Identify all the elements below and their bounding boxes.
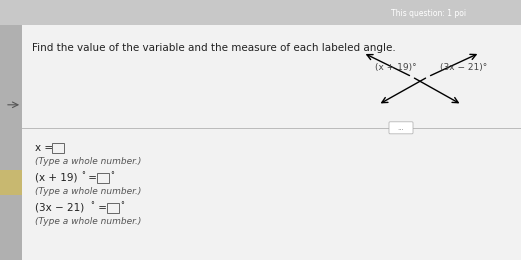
- Text: (Type a whole number.): (Type a whole number.): [35, 217, 141, 226]
- Text: Find the value of the variable and the measure of each labeled angle.: Find the value of the variable and the m…: [32, 43, 396, 53]
- Text: (x + 19)°: (x + 19)°: [375, 63, 417, 72]
- Bar: [107, 203, 119, 213]
- Bar: [0, 25, 22, 260]
- Text: (Type a whole number.): (Type a whole number.): [35, 157, 141, 166]
- Text: (x + 19): (x + 19): [35, 173, 78, 183]
- Text: (Type a whole number.): (Type a whole number.): [35, 187, 141, 196]
- Bar: [0, 170, 22, 195]
- Text: ...: ...: [398, 125, 404, 131]
- Text: =: =: [85, 173, 100, 183]
- Text: °: °: [81, 171, 85, 180]
- FancyBboxPatch shape: [389, 122, 413, 134]
- Text: =: =: [95, 203, 110, 213]
- Text: (3x − 21)°: (3x − 21)°: [440, 63, 487, 72]
- Text: °: °: [110, 171, 114, 180]
- Text: °: °: [90, 201, 94, 210]
- Bar: [97, 173, 109, 183]
- Bar: [52, 143, 64, 153]
- Text: x =: x =: [35, 143, 56, 153]
- Text: (3x − 21): (3x − 21): [35, 203, 84, 213]
- Text: °: °: [120, 201, 124, 210]
- Text: This question: 1 poi: This question: 1 poi: [391, 9, 466, 18]
